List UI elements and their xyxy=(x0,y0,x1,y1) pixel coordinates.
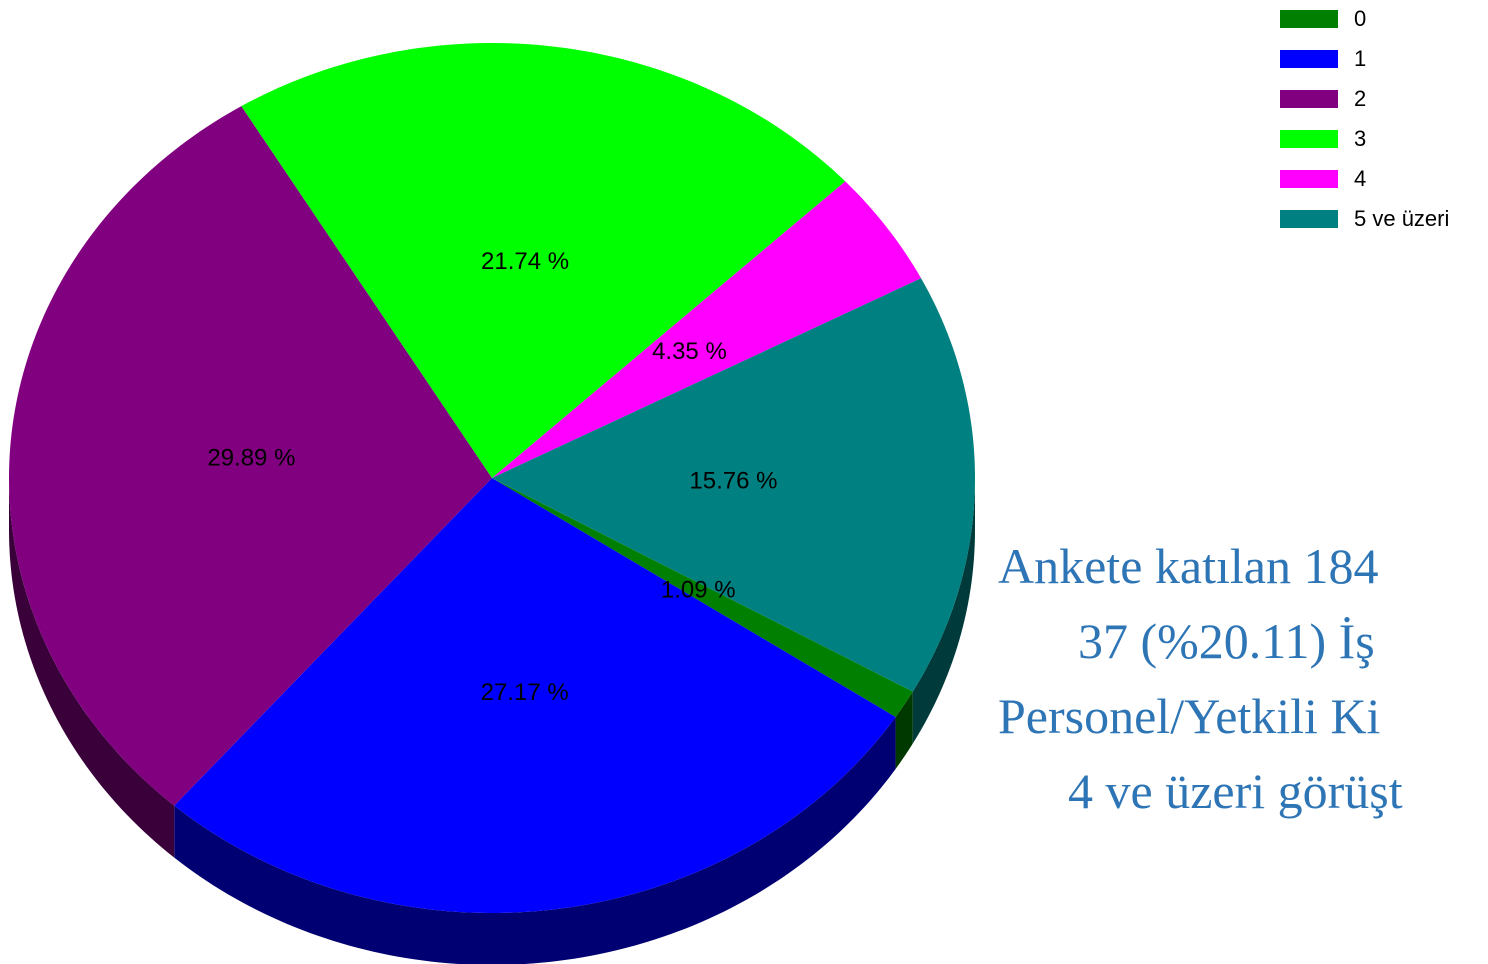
data-label: 29.89 % xyxy=(207,445,295,472)
slice xyxy=(174,478,896,913)
slice-side xyxy=(174,716,896,964)
slice-side xyxy=(895,691,913,769)
slice-side xyxy=(912,478,975,744)
slice xyxy=(492,478,913,717)
data-label: 4.35 % xyxy=(652,338,727,365)
legend-swatch xyxy=(1280,130,1338,148)
legend-label: 4 xyxy=(1354,166,1366,191)
annotation-line: Personel/Yetkili Ki xyxy=(998,688,1380,744)
annotation-line: Ankete katılan 184 xyxy=(998,538,1378,594)
legend-swatch xyxy=(1280,170,1338,188)
legend-label: 3 xyxy=(1354,126,1366,151)
data-label: 1.09 % xyxy=(661,577,736,604)
data-label: 21.74 % xyxy=(481,248,569,275)
slice xyxy=(9,106,492,806)
slice-side xyxy=(9,478,175,858)
slice xyxy=(241,43,846,478)
data-label: 15.76 % xyxy=(689,467,777,494)
legend-label: 0 xyxy=(1354,6,1366,31)
annotation-line: 37 (%20.11) İş xyxy=(1078,613,1375,669)
slice xyxy=(492,278,975,692)
legend-swatch xyxy=(1280,50,1338,68)
legend-swatch xyxy=(1280,90,1338,108)
legend-swatch xyxy=(1280,210,1338,228)
legend-label: 2 xyxy=(1354,86,1366,111)
legend-swatch xyxy=(1280,10,1338,28)
data-label: 27.17 % xyxy=(481,679,569,706)
legend-label: 5 ve üzeri xyxy=(1354,206,1449,231)
slice xyxy=(492,181,922,479)
legend-label: 1 xyxy=(1354,46,1366,71)
annotation-line: 4 ve üzeri görüşt xyxy=(1068,763,1403,819)
